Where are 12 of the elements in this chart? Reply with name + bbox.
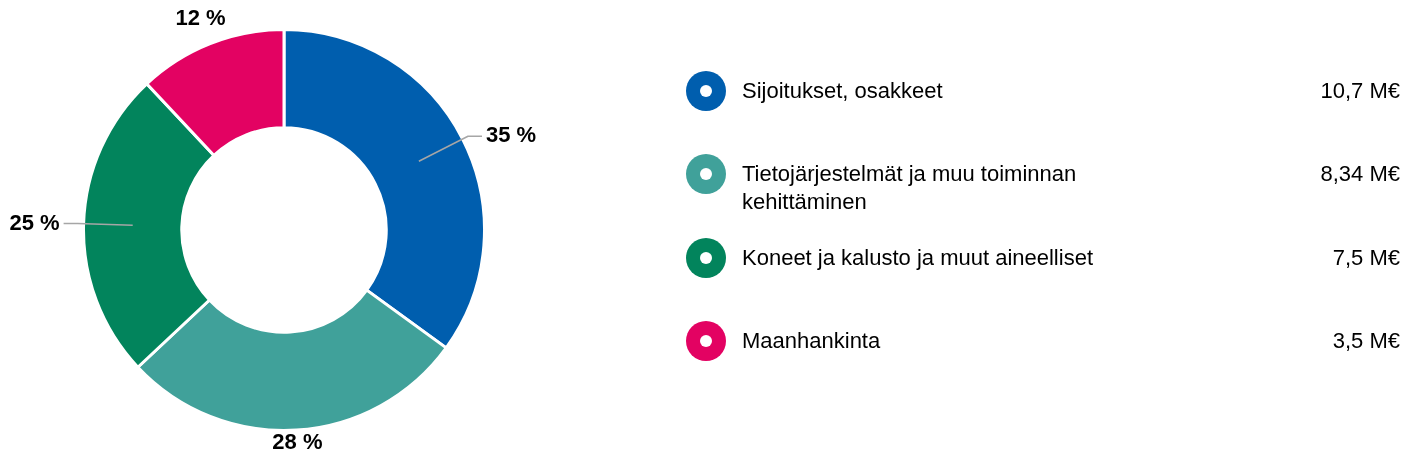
text: 8,34 M€ [1320, 160, 1400, 189]
legend-label: Sijoitukset, osakkeet [742, 77, 944, 105]
text: 7,5 M€ [1332, 243, 1400, 272]
data-label: 35 % [485, 122, 537, 148]
legend-label: Koneet ja kalusto ja muut aineelliset [742, 243, 1094, 272]
data-label: 25 % [9, 209, 60, 235]
text: 3,5 M€ [1332, 326, 1400, 355]
legend-label: Tietojärjestelmät ja muu toiminnan kehittäminen [742, 160, 1078, 217]
legend-label: Maanhankinta [742, 326, 882, 355]
data-label: 12 % [175, 5, 226, 31]
text: 10,7 M€ [1320, 77, 1400, 105]
data-label: 28 % [272, 429, 323, 455]
